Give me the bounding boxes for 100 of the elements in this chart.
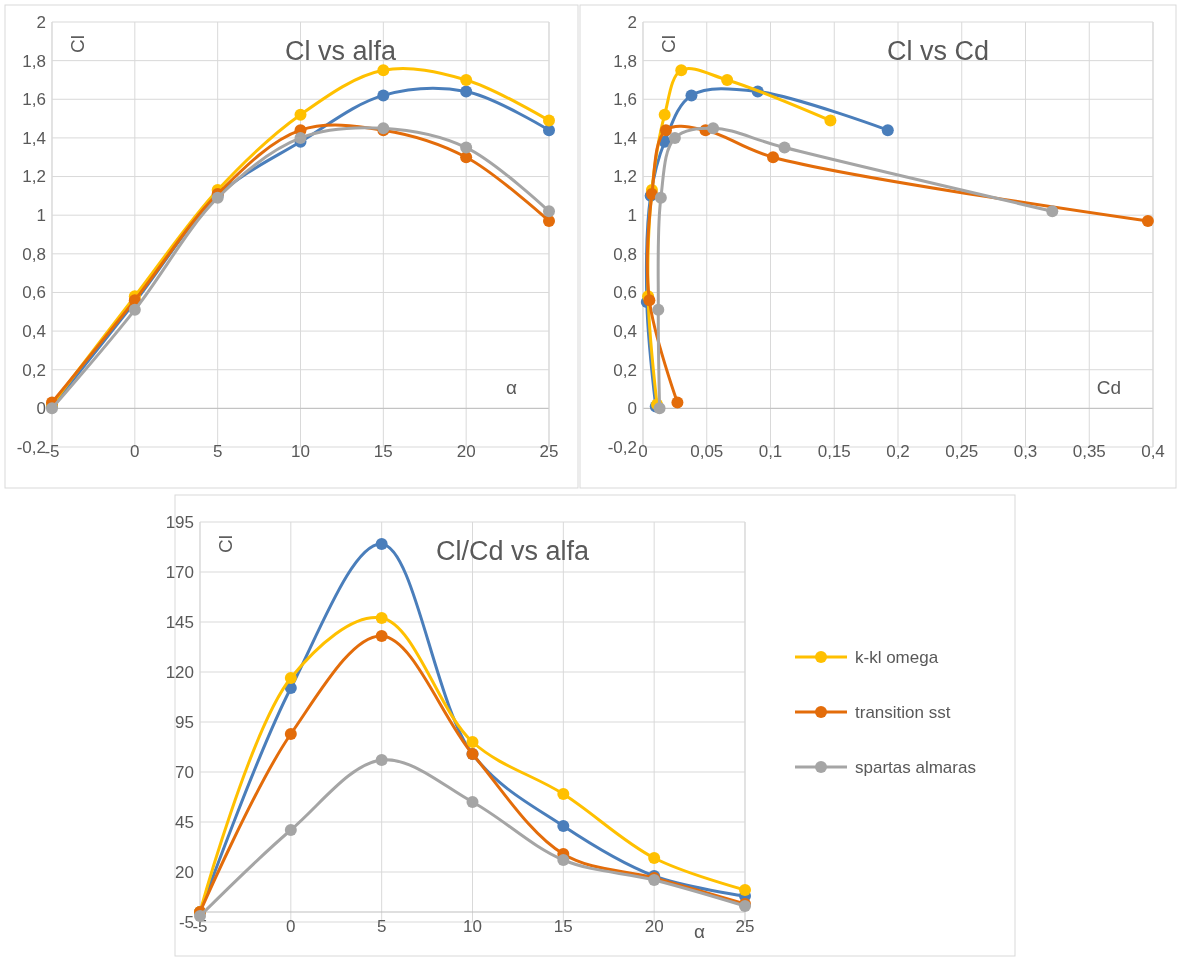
- y-tick-label: 1: [627, 206, 637, 226]
- y-tick-label: 0,6: [22, 283, 46, 303]
- y-tick-label: -0,2: [16, 437, 46, 457]
- x-tick-label: 0,3: [1013, 441, 1038, 461]
- point: [294, 131, 307, 144]
- point: [557, 820, 570, 832]
- point: [778, 141, 791, 154]
- x-tick-label: 10: [463, 916, 482, 936]
- y-axis-title: Cl: [67, 35, 88, 53]
- y-tick-label: 1,4: [613, 128, 637, 148]
- y-tick-label: 2: [36, 12, 46, 32]
- y-tick-label: 45: [175, 812, 194, 832]
- y-axis-title: Cl: [658, 35, 679, 53]
- point: [466, 736, 479, 748]
- point: [675, 64, 688, 77]
- x-tick-label: 15: [373, 441, 393, 461]
- y-tick-label: 0,8: [613, 244, 637, 264]
- x-axis-title: Cd: [1096, 377, 1121, 399]
- point: [460, 151, 473, 164]
- point: [377, 89, 390, 102]
- y-tick-label: 70: [175, 762, 194, 782]
- point: [557, 788, 570, 800]
- point: [881, 124, 894, 137]
- y-axis-title: Cl: [215, 535, 236, 553]
- point: [671, 396, 684, 409]
- y-tick-label: 0,2: [22, 360, 46, 380]
- y-tick-label: 1,6: [22, 90, 46, 110]
- x-tick-label: 10: [291, 441, 310, 461]
- x-tick-label: 0,1: [758, 441, 783, 461]
- x-tick-label: 0,4: [1141, 441, 1165, 461]
- y-tick-label: 195: [165, 512, 194, 532]
- point: [654, 191, 667, 204]
- point: [721, 73, 734, 86]
- point: [648, 852, 661, 864]
- y-tick-label: 20: [175, 862, 194, 882]
- x-tick-label: 15: [553, 916, 573, 936]
- point: [658, 108, 671, 121]
- point: [294, 108, 307, 121]
- point: [284, 672, 297, 684]
- y-tick-label: 0,8: [22, 244, 46, 264]
- x-tick-label: 0,25: [945, 441, 979, 461]
- y-tick-label: 170: [165, 562, 194, 582]
- point: [375, 538, 388, 550]
- point: [543, 114, 555, 127]
- x-tick-label: 0,2: [886, 441, 910, 461]
- x-tick-label: 20: [644, 916, 664, 936]
- y-tick-label: 0,6: [613, 283, 637, 303]
- y-tick-label: 145: [165, 612, 194, 632]
- text: Cl vs Cd: [886, 36, 990, 66]
- x-tick-label: 20: [456, 441, 476, 461]
- text: Cl vs alfa: [284, 36, 397, 66]
- x-tick-label: 25: [735, 916, 755, 936]
- y-tick-label: 2: [627, 12, 637, 32]
- point: [543, 205, 555, 218]
- x-tick-label: 5: [376, 916, 387, 936]
- point: [460, 141, 473, 154]
- point: [460, 73, 473, 86]
- y-tick-label: 1,4: [22, 128, 46, 148]
- point: [284, 728, 297, 740]
- point: [685, 89, 698, 102]
- y-tick-label: 120: [165, 662, 194, 682]
- y-tick-label: 95: [175, 712, 194, 732]
- x-tick-label: 0,05: [690, 441, 724, 461]
- x-axis-title: α: [506, 377, 518, 399]
- y-tick-label: 0,2: [613, 360, 637, 380]
- point: [375, 612, 388, 624]
- point: [653, 402, 666, 415]
- point: [466, 796, 479, 808]
- y-tick-label: 0,4: [613, 322, 637, 342]
- x-tick-label: 0: [130, 441, 140, 461]
- point: [543, 124, 555, 137]
- y-tick-label: 1,6: [613, 90, 637, 110]
- y-tick-label: 0,4: [22, 322, 46, 342]
- point: [659, 124, 672, 137]
- point: [284, 824, 297, 836]
- y-tick-label: 1,2: [613, 167, 637, 187]
- x-axis-title: α: [694, 921, 706, 942]
- point: [375, 630, 388, 642]
- x-tick-label: 0: [286, 916, 296, 936]
- y-tick-label: 1,8: [22, 51, 46, 71]
- y-tick-label: 0: [627, 399, 637, 419]
- point: [557, 854, 570, 866]
- x-tick-label: 0,15: [817, 441, 851, 461]
- point: [460, 85, 473, 98]
- point: [1141, 214, 1154, 227]
- text: Cl/Cd vs alfa: [435, 536, 590, 566]
- point: [377, 64, 390, 77]
- x-tick-label: 5: [212, 441, 223, 461]
- legend-label: k-kl omega: [855, 647, 939, 667]
- point: [668, 131, 681, 144]
- point: [767, 151, 780, 164]
- point: [128, 303, 141, 316]
- y-tick-label: 1: [36, 206, 46, 226]
- x-tick-label: 25: [539, 441, 559, 461]
- y-tick-label: 0: [36, 399, 46, 419]
- y-tick-label: 1,8: [613, 51, 637, 71]
- point: [707, 122, 720, 135]
- point: [739, 884, 751, 896]
- point: [375, 754, 388, 766]
- legend-label: spartas almaras: [855, 757, 976, 777]
